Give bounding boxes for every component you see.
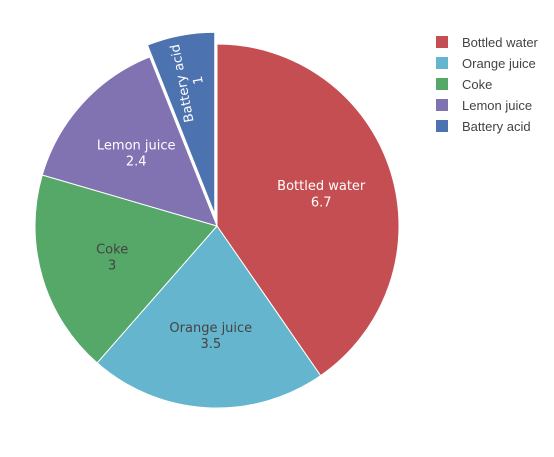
pie-slice-coke[interactable] [34, 174, 218, 364]
slice-label-bottled-water: Bottled water 6.7 [277, 179, 366, 210]
slice-label-value: 3 [108, 259, 116, 274]
legend-swatch [436, 78, 448, 90]
legend-swatch [436, 99, 448, 111]
legend-label: Battery acid [462, 119, 531, 134]
legend[interactable]: Bottled water Orange juice Coke Lemon juice… [436, 35, 539, 134]
legend-label: Bottled water [462, 35, 539, 50]
slice-label-value: 6.7 [311, 195, 332, 210]
legend-label: Lemon juice [462, 98, 532, 113]
pie-labels: Bottled water 6.7 Orange juice 3.5 Coke 3 Lemo… [96, 43, 366, 352]
slice-label-value: 2.4 [126, 155, 147, 170]
pie-slice-orange-juice[interactable] [96, 225, 322, 409]
slice-label-value: 1 [191, 75, 207, 86]
legend-item-orange-juice[interactable]: Orange juice [436, 56, 536, 71]
slice-label-lemon-juice: Lemon juice 2.4 [97, 138, 176, 169]
legend-swatch [436, 36, 448, 48]
slice-label-orange-juice: Orange juice 3.5 [169, 321, 252, 352]
legend-swatch [436, 57, 448, 69]
slice-label-name: Orange juice [169, 321, 252, 336]
legend-item-battery-acid[interactable]: Battery acid [436, 119, 531, 134]
slice-label-coke: Coke 3 [96, 242, 128, 273]
slice-label-name: Bottled water [277, 179, 366, 194]
legend-item-lemon-juice[interactable]: Lemon juice [436, 98, 532, 113]
legend-label: Orange juice [462, 56, 536, 71]
legend-item-bottled-water[interactable]: Bottled water [436, 35, 539, 50]
pie-slice-lemon-juice[interactable] [41, 56, 218, 227]
pie-slice-battery-acid[interactable] [146, 31, 216, 215]
legend-label: Coke [462, 77, 492, 92]
pie-slices [34, 31, 400, 409]
legend-swatch [436, 120, 448, 132]
pie-slice-bottled-water[interactable] [216, 43, 400, 377]
legend-item-coke[interactable]: Coke [436, 77, 492, 92]
slice-label-name: Lemon juice [97, 138, 176, 153]
slice-label-name: Coke [96, 242, 128, 257]
slice-label-value: 3.5 [200, 337, 221, 352]
